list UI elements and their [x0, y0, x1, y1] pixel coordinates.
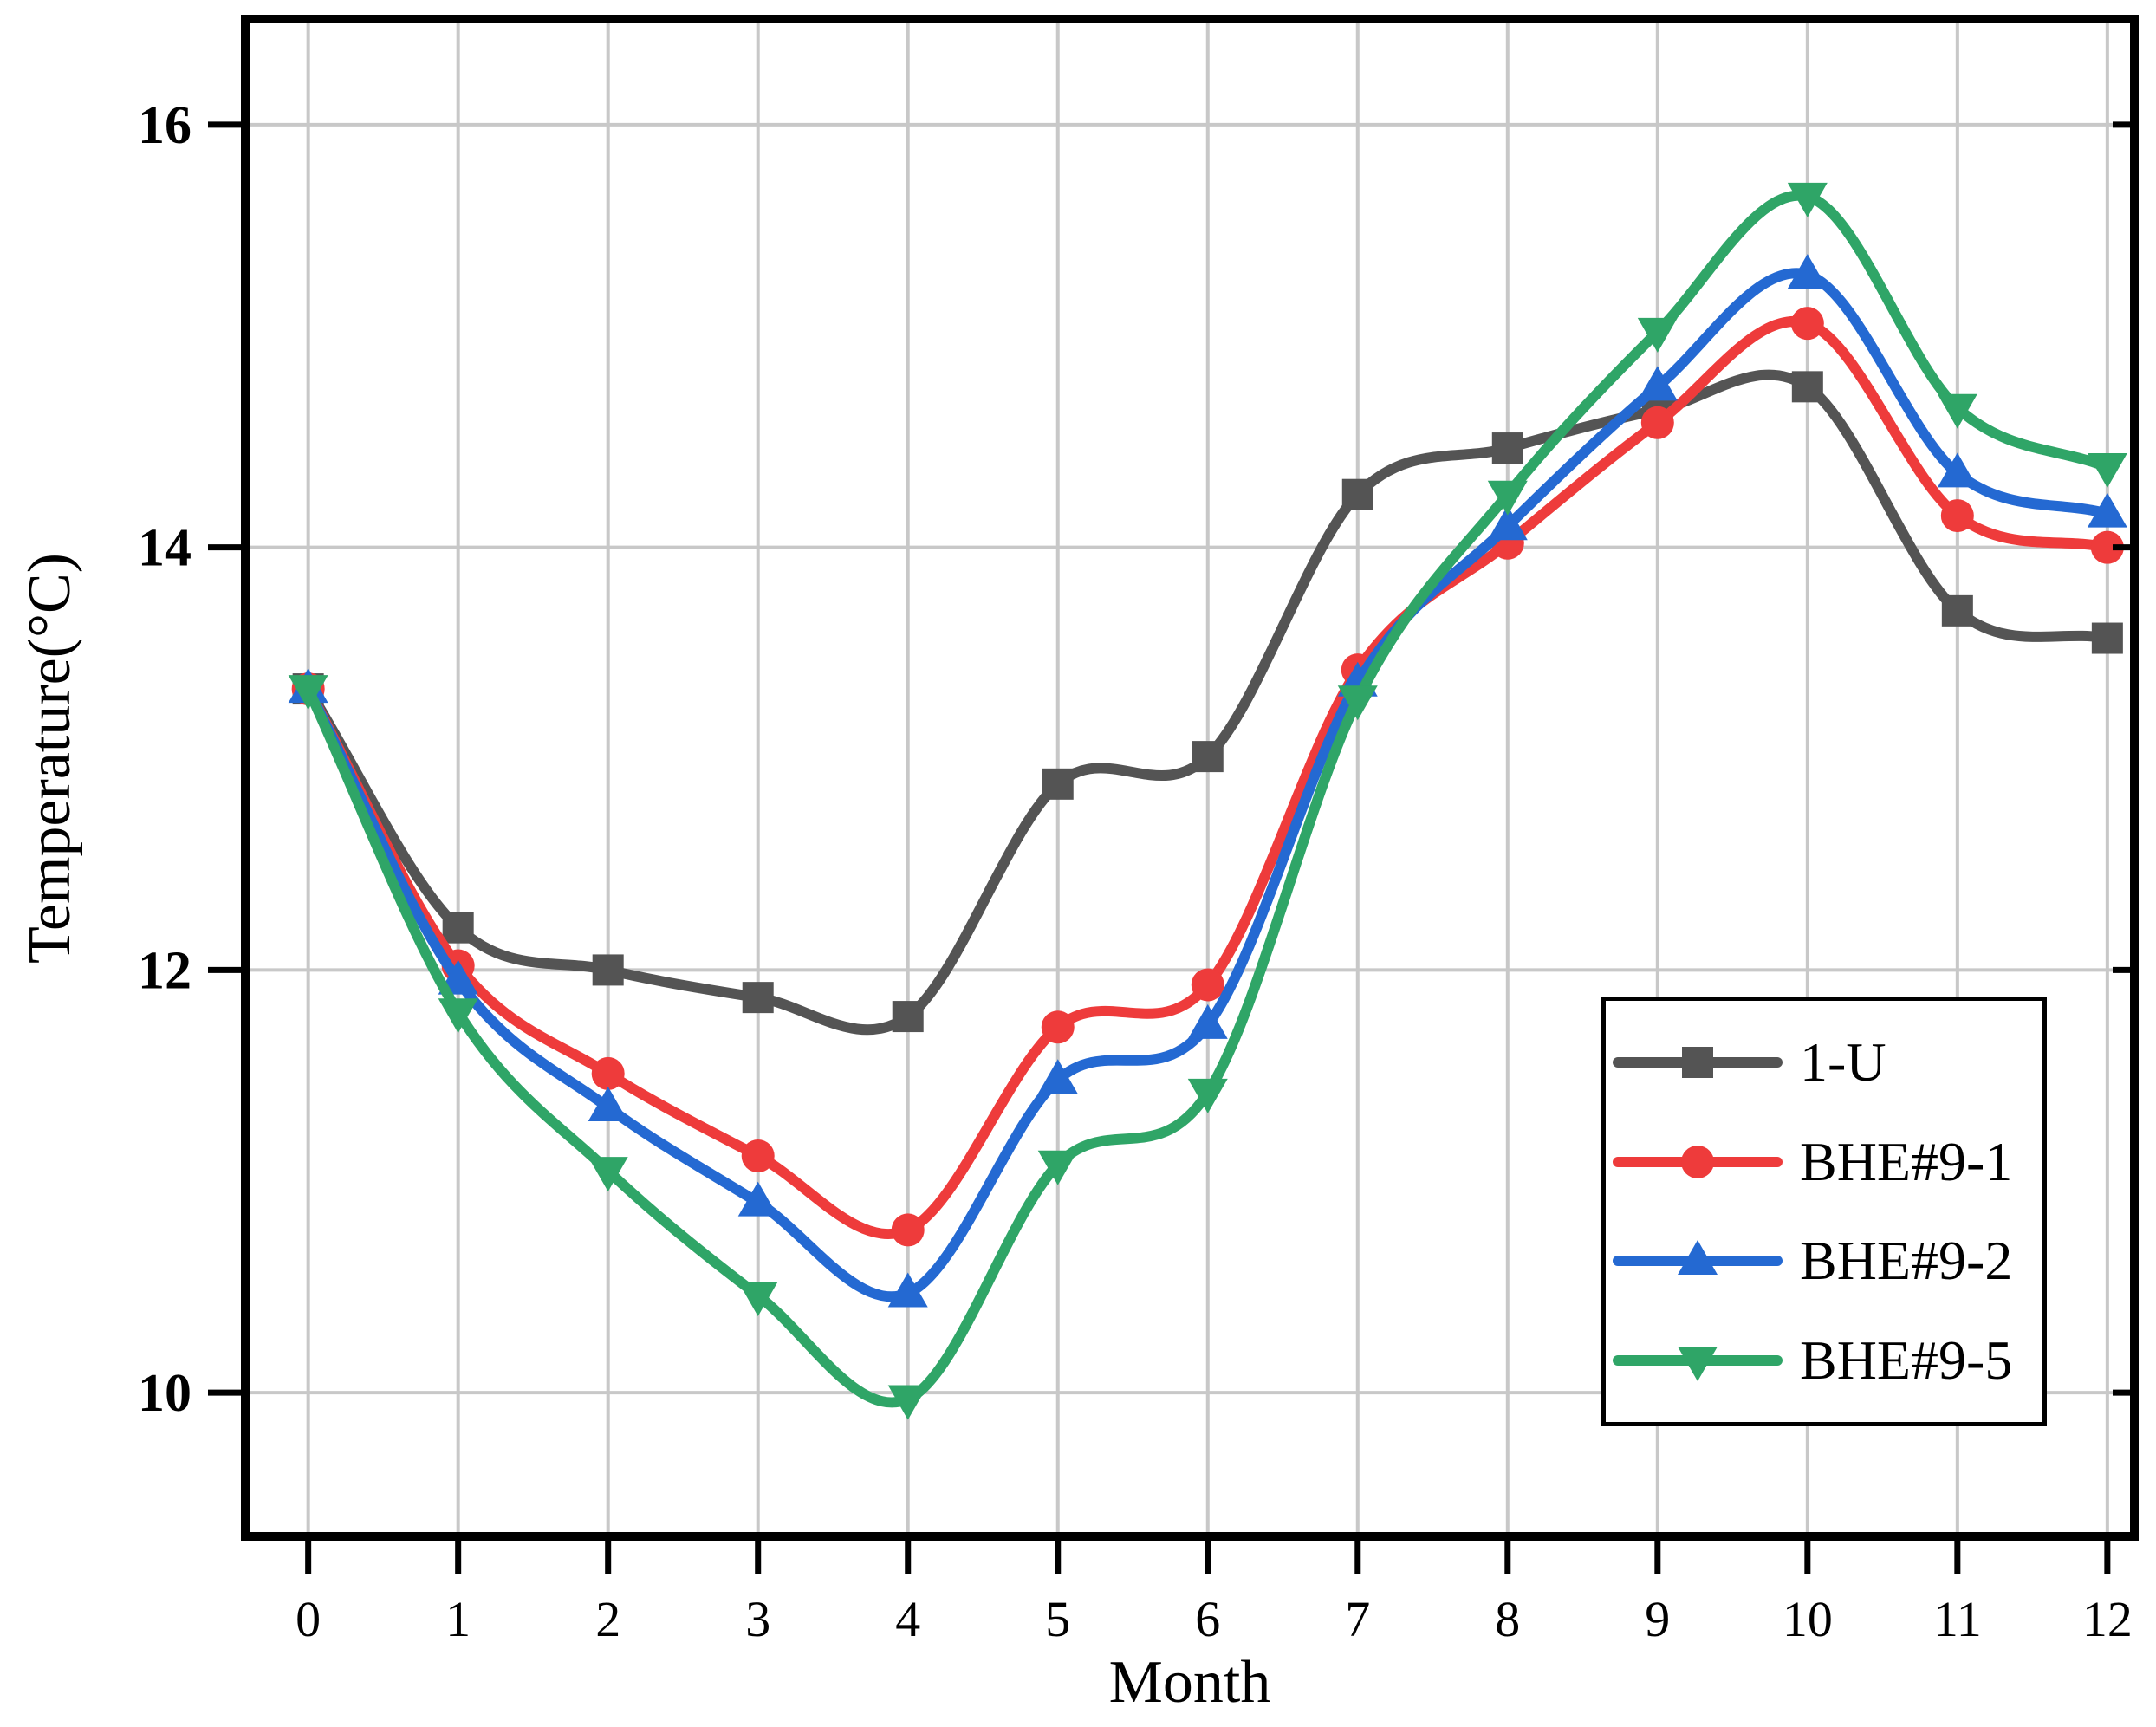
- series-marker-BHE#9-5-month-11: [1937, 393, 1977, 429]
- series-marker-BHE#9-2-month-4: [887, 1272, 928, 1308]
- legend-label: 1-U: [1800, 1031, 1886, 1094]
- x-tick-label-9: 9: [1645, 1591, 1670, 1647]
- series-marker-BHE#9-1-month-6: [1191, 968, 1224, 1002]
- series-marker-BHE#9-1-month-12: [2090, 530, 2124, 564]
- y-tick-label-10: 10: [138, 1364, 192, 1423]
- x-axis-title: Month: [1108, 1649, 1271, 1716]
- series-marker-1-U-month-3: [742, 982, 774, 1014]
- legend-label: BHE#9-5: [1800, 1328, 2013, 1391]
- series-marker-BHE#9-2-month-5: [1037, 1059, 1078, 1094]
- series-marker-BHE#9-5-month-6: [1187, 1078, 1228, 1113]
- series-marker-1-U-month-10: [1791, 371, 1823, 403]
- series-marker-BHE#9-1-month-9: [1640, 406, 1674, 439]
- series-marker-BHE#9-5-month-3: [737, 1281, 778, 1316]
- series-marker-BHE#9-5-month-12: [2087, 453, 2127, 489]
- x-tick-label-10: 10: [1783, 1591, 1833, 1647]
- legend-marker-shape: [1678, 1240, 1718, 1276]
- series-marker-BHE#9-2-month-3: [737, 1181, 778, 1217]
- series-marker-BHE#9-5-month-2: [588, 1157, 628, 1192]
- series-marker-BHE#9-2-month-11: [1937, 452, 1977, 488]
- legend-triangle-up-icon: [1613, 1240, 1783, 1276]
- legend-item-BHE#9-2: BHE#9-2: [1611, 1230, 2042, 1292]
- series-marker-BHE#9-5-month-8: [1487, 480, 1528, 516]
- x-tick-label-11: 11: [1933, 1591, 1982, 1647]
- series-marker-BHE#9-5-month-4: [887, 1385, 928, 1420]
- x-tick-label-6: 6: [1195, 1591, 1220, 1647]
- x-tick-label-4: 4: [895, 1591, 920, 1647]
- series-marker-1-U-month-7: [1341, 478, 1373, 510]
- series-marker-1-U-month-8: [1491, 432, 1523, 464]
- legend-triangle-down-icon: [1613, 1346, 1783, 1381]
- series-marker-BHE#9-2-month-10: [1787, 254, 1828, 289]
- series-marker-BHE#9-1-month-3: [741, 1139, 775, 1173]
- series-marker-1-U-month-1: [442, 912, 474, 944]
- legend-item-BHE#9-1: BHE#9-1: [1611, 1131, 2042, 1193]
- legend-label: BHE#9-2: [1800, 1230, 2013, 1292]
- series-marker-BHE#9-5-month-1: [438, 998, 478, 1034]
- x-tick-label-12: 12: [2082, 1591, 2133, 1647]
- x-tick-label-3: 3: [745, 1591, 770, 1647]
- x-tick-label-2: 2: [595, 1591, 620, 1647]
- legend-marker-shape: [1681, 1145, 1714, 1178]
- y-tick-label-16: 16: [138, 96, 192, 155]
- series-marker-1-U-month-11: [1941, 594, 1973, 627]
- series-marker-1-U-month-5: [1042, 768, 1074, 800]
- series-marker-1-U-month-4: [892, 1001, 924, 1033]
- x-tick-label-8: 8: [1495, 1591, 1520, 1647]
- y-tick-label-12: 12: [138, 941, 192, 1000]
- series-marker-BHE#9-1-month-4: [891, 1213, 925, 1247]
- series-marker-BHE#9-5-month-9: [1637, 317, 1678, 353]
- x-tick-label-5: 5: [1045, 1591, 1070, 1647]
- x-tick-label-1: 1: [445, 1591, 471, 1647]
- series-marker-BHE#9-1-month-5: [1041, 1010, 1075, 1044]
- y-axis-title: Temperature(°C): [16, 553, 83, 964]
- series-marker-BHE#9-1-month-2: [591, 1056, 625, 1090]
- x-tick-label-7: 7: [1345, 1591, 1370, 1647]
- series-marker-1-U-month-6: [1192, 741, 1224, 773]
- legend-circle-icon: [1613, 1145, 1783, 1178]
- series-marker-BHE#9-2-month-6: [1187, 1003, 1228, 1039]
- legend-square-icon: [1613, 1047, 1783, 1079]
- legend-marker-shape: [1682, 1047, 1713, 1079]
- legend-item-1-U: 1-U: [1611, 1031, 2042, 1094]
- legend: 1-U BHE#9-1 BHE#9-2 BHE#9-5: [1601, 997, 2047, 1426]
- series-marker-BHE#9-5-month-10: [1787, 182, 1828, 217]
- series-marker-1-U-month-12: [2091, 622, 2123, 654]
- series-marker-BHE#9-2-month-9: [1637, 366, 1678, 401]
- series-marker-BHE#9-2-month-8: [1487, 505, 1528, 541]
- y-tick-label-14: 14: [138, 519, 192, 578]
- series-marker-BHE#9-2-month-2: [588, 1086, 628, 1121]
- series-marker-BHE#9-2-month-12: [2087, 492, 2127, 528]
- series-marker-BHE#9-5-month-5: [1037, 1150, 1078, 1185]
- series-marker-BHE#9-5-month-0: [288, 675, 328, 711]
- legend-label: BHE#9-1: [1800, 1130, 2013, 1192]
- series-marker-1-U-month-2: [592, 954, 624, 986]
- series-marker-BHE#9-1-month-11: [1940, 499, 1974, 533]
- series-marker-BHE#9-5-month-7: [1337, 685, 1378, 721]
- legend-item-BHE#9-5: BHE#9-5: [1611, 1329, 2042, 1392]
- legend-marker-shape: [1678, 1346, 1718, 1381]
- x-tick-label-0: 0: [295, 1591, 321, 1647]
- series-marker-BHE#9-1-month-10: [1790, 307, 1824, 341]
- plot-frame: [241, 15, 2139, 1541]
